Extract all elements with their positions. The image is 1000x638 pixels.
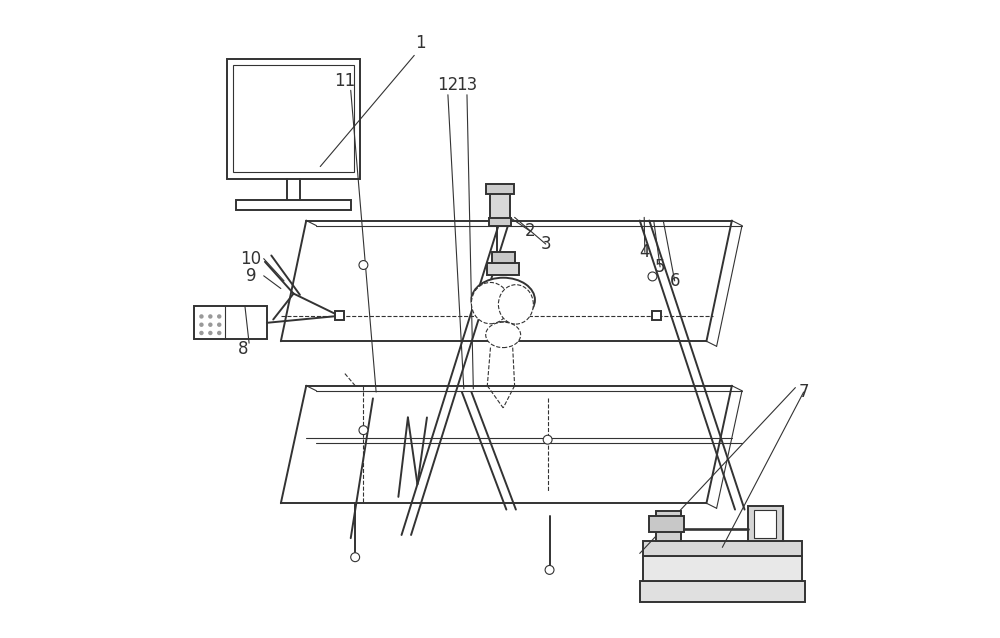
Bar xyxy=(490,186,510,221)
Bar xyxy=(656,511,681,541)
Bar xyxy=(487,263,519,274)
Circle shape xyxy=(217,330,221,335)
Bar xyxy=(227,59,360,179)
Text: 12: 12 xyxy=(437,76,459,94)
Bar xyxy=(643,541,802,556)
Circle shape xyxy=(217,322,221,327)
Circle shape xyxy=(208,322,213,327)
Circle shape xyxy=(199,322,204,327)
Ellipse shape xyxy=(486,322,521,348)
Circle shape xyxy=(208,330,213,335)
Bar xyxy=(233,65,354,172)
Circle shape xyxy=(545,565,554,574)
Circle shape xyxy=(208,315,213,319)
Text: 9: 9 xyxy=(246,267,256,285)
Text: 8: 8 xyxy=(237,341,248,359)
Bar xyxy=(754,510,776,538)
Text: 7: 7 xyxy=(798,383,809,401)
Circle shape xyxy=(199,330,204,335)
Text: 10: 10 xyxy=(240,249,262,268)
Circle shape xyxy=(359,260,368,269)
Ellipse shape xyxy=(498,285,533,324)
Text: 4: 4 xyxy=(640,243,650,262)
Circle shape xyxy=(359,426,368,434)
Text: 1: 1 xyxy=(415,34,426,52)
Bar xyxy=(489,218,511,226)
Bar xyxy=(194,306,267,339)
Text: 3: 3 xyxy=(540,235,551,253)
Circle shape xyxy=(543,435,552,444)
Bar xyxy=(748,507,783,541)
Circle shape xyxy=(199,315,204,319)
Bar xyxy=(649,516,684,532)
Circle shape xyxy=(351,553,360,561)
Text: 2: 2 xyxy=(525,222,536,241)
Text: 5: 5 xyxy=(655,258,665,276)
Text: 13: 13 xyxy=(456,76,478,94)
Circle shape xyxy=(217,315,221,319)
Text: 11: 11 xyxy=(334,72,355,90)
Ellipse shape xyxy=(471,278,535,322)
Bar xyxy=(236,200,351,210)
Ellipse shape xyxy=(471,283,510,323)
Bar xyxy=(486,184,514,194)
Bar xyxy=(640,581,805,602)
Bar xyxy=(652,311,661,320)
Circle shape xyxy=(648,272,657,281)
Bar xyxy=(643,556,802,581)
Bar xyxy=(335,311,344,320)
Text: 6: 6 xyxy=(669,272,680,290)
Bar xyxy=(492,251,515,263)
